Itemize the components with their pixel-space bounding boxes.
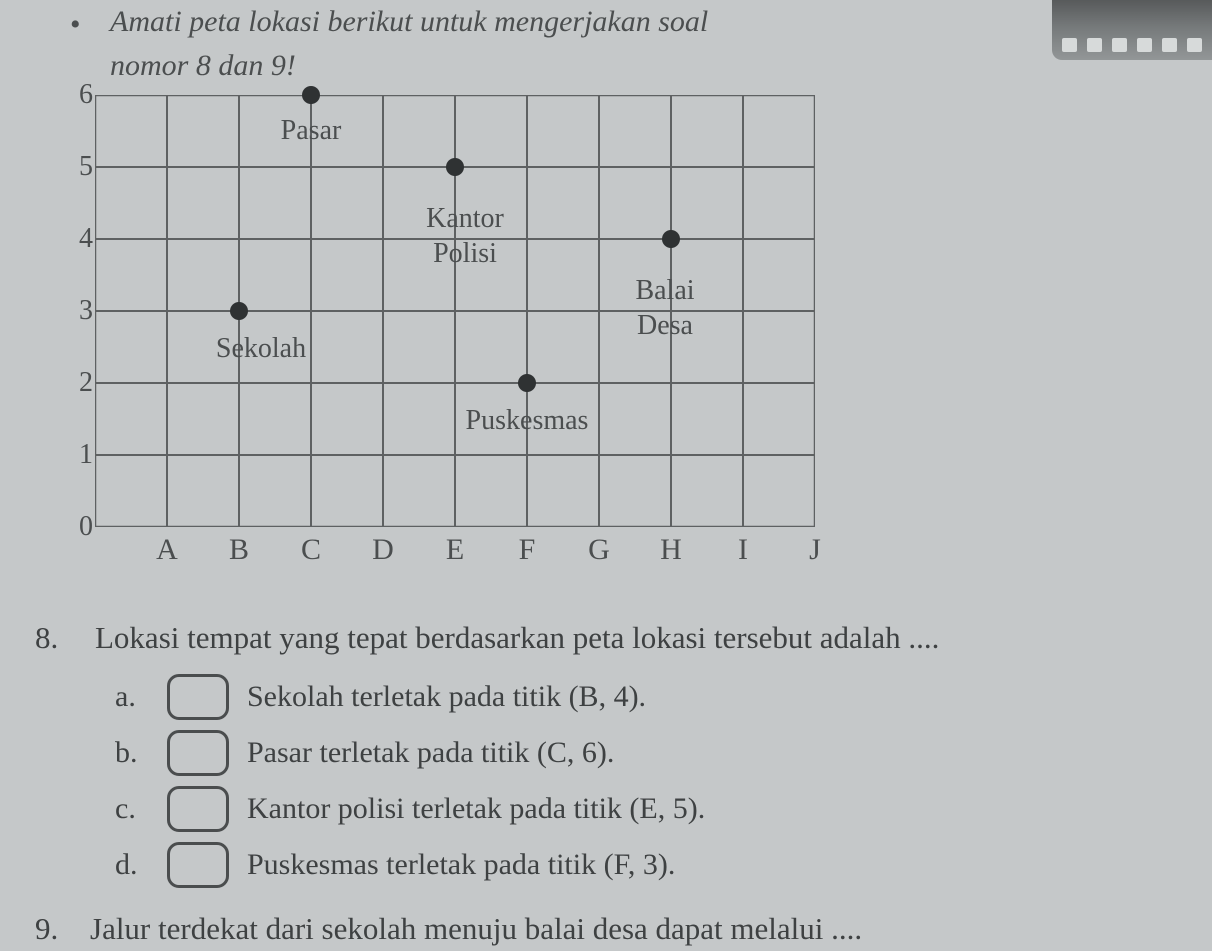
y-axis-labels: 0123456 xyxy=(65,95,93,545)
x-tick-label: B xyxy=(229,533,249,567)
map-marker xyxy=(518,374,536,392)
bullet-icon: • xyxy=(70,8,81,42)
y-tick-label: 5 xyxy=(79,151,93,183)
option-letter: d. xyxy=(115,848,149,882)
x-tick-label: A xyxy=(156,533,178,567)
question-text: Lokasi tempat yang tepat berdasarkan pet… xyxy=(95,620,1182,656)
option-letter: a. xyxy=(115,680,149,714)
option-text: Sekolah terletak pada titik (B, 4). xyxy=(247,680,646,714)
x-tick-label: H xyxy=(660,533,682,567)
checkbox[interactable] xyxy=(167,730,229,776)
question-text: Jalur terdekat dari sekolah menuju balai… xyxy=(90,911,862,946)
place-label: BalaiDesa xyxy=(635,273,694,343)
map-marker xyxy=(230,302,248,320)
option-d: d. Puskesmas terletak pada titik (F, 3). xyxy=(115,842,1182,888)
instruction-text: Amati peta lokasi berikut untuk mengerja… xyxy=(110,0,1152,87)
place-label: Sekolah xyxy=(216,331,306,366)
x-tick-label: J xyxy=(809,533,821,567)
y-tick-label: 0 xyxy=(79,511,93,543)
y-tick-label: 6 xyxy=(79,79,93,111)
option-b: b. Pasar terletak pada titik (C, 6). xyxy=(115,730,1182,776)
map-marker xyxy=(662,230,680,248)
option-c: c. Kantor polisi terletak pada titik (E,… xyxy=(115,786,1182,832)
map-marker xyxy=(302,86,320,104)
x-tick-label: F xyxy=(519,533,536,567)
y-tick-label: 1 xyxy=(79,439,93,471)
y-tick-label: 2 xyxy=(79,367,93,399)
option-a: a. Sekolah terletak pada titik (B, 4). xyxy=(115,674,1182,720)
question-8: 8. Lokasi tempat yang tepat berdasarkan … xyxy=(35,620,1182,898)
checkbox[interactable] xyxy=(167,674,229,720)
worksheet-page: • Amati peta lokasi berikut untuk menger… xyxy=(0,0,1212,951)
x-tick-label: I xyxy=(738,533,748,567)
x-tick-label: D xyxy=(372,533,394,567)
checkbox[interactable] xyxy=(167,842,229,888)
option-letter: b. xyxy=(115,736,149,770)
place-label: KantorPolisi xyxy=(426,201,504,271)
x-tick-label: G xyxy=(588,533,610,567)
y-tick-label: 4 xyxy=(79,223,93,255)
place-label: Puskesmas xyxy=(466,403,589,438)
checkbox[interactable] xyxy=(167,786,229,832)
map-marker xyxy=(446,158,464,176)
option-letter: c. xyxy=(115,792,149,826)
x-tick-label: E xyxy=(446,533,464,567)
instruction-line1: Amati peta lokasi berikut untuk mengerja… xyxy=(110,5,708,38)
instruction-line2: nomor 8 dan 9! xyxy=(110,49,296,82)
question-number: 8. xyxy=(35,620,58,656)
x-tick-label: C xyxy=(301,533,321,567)
answer-options: a. Sekolah terletak pada titik (B, 4). b… xyxy=(115,674,1182,888)
place-label: Pasar xyxy=(281,113,342,148)
question-number: 9. xyxy=(35,911,58,946)
question-9: 9. Jalur terdekat dari sekolah menuju ba… xyxy=(35,911,1182,947)
y-tick-label: 3 xyxy=(79,295,93,327)
option-text: Pasar terletak pada titik (C, 6). xyxy=(247,736,614,770)
option-text: Kantor polisi terletak pada titik (E, 5)… xyxy=(247,792,705,826)
option-text: Puskesmas terletak pada titik (F, 3). xyxy=(247,848,675,882)
location-map: 0123456 ABCDEFGHIJPasarKantorPolisiBalai… xyxy=(95,95,855,575)
